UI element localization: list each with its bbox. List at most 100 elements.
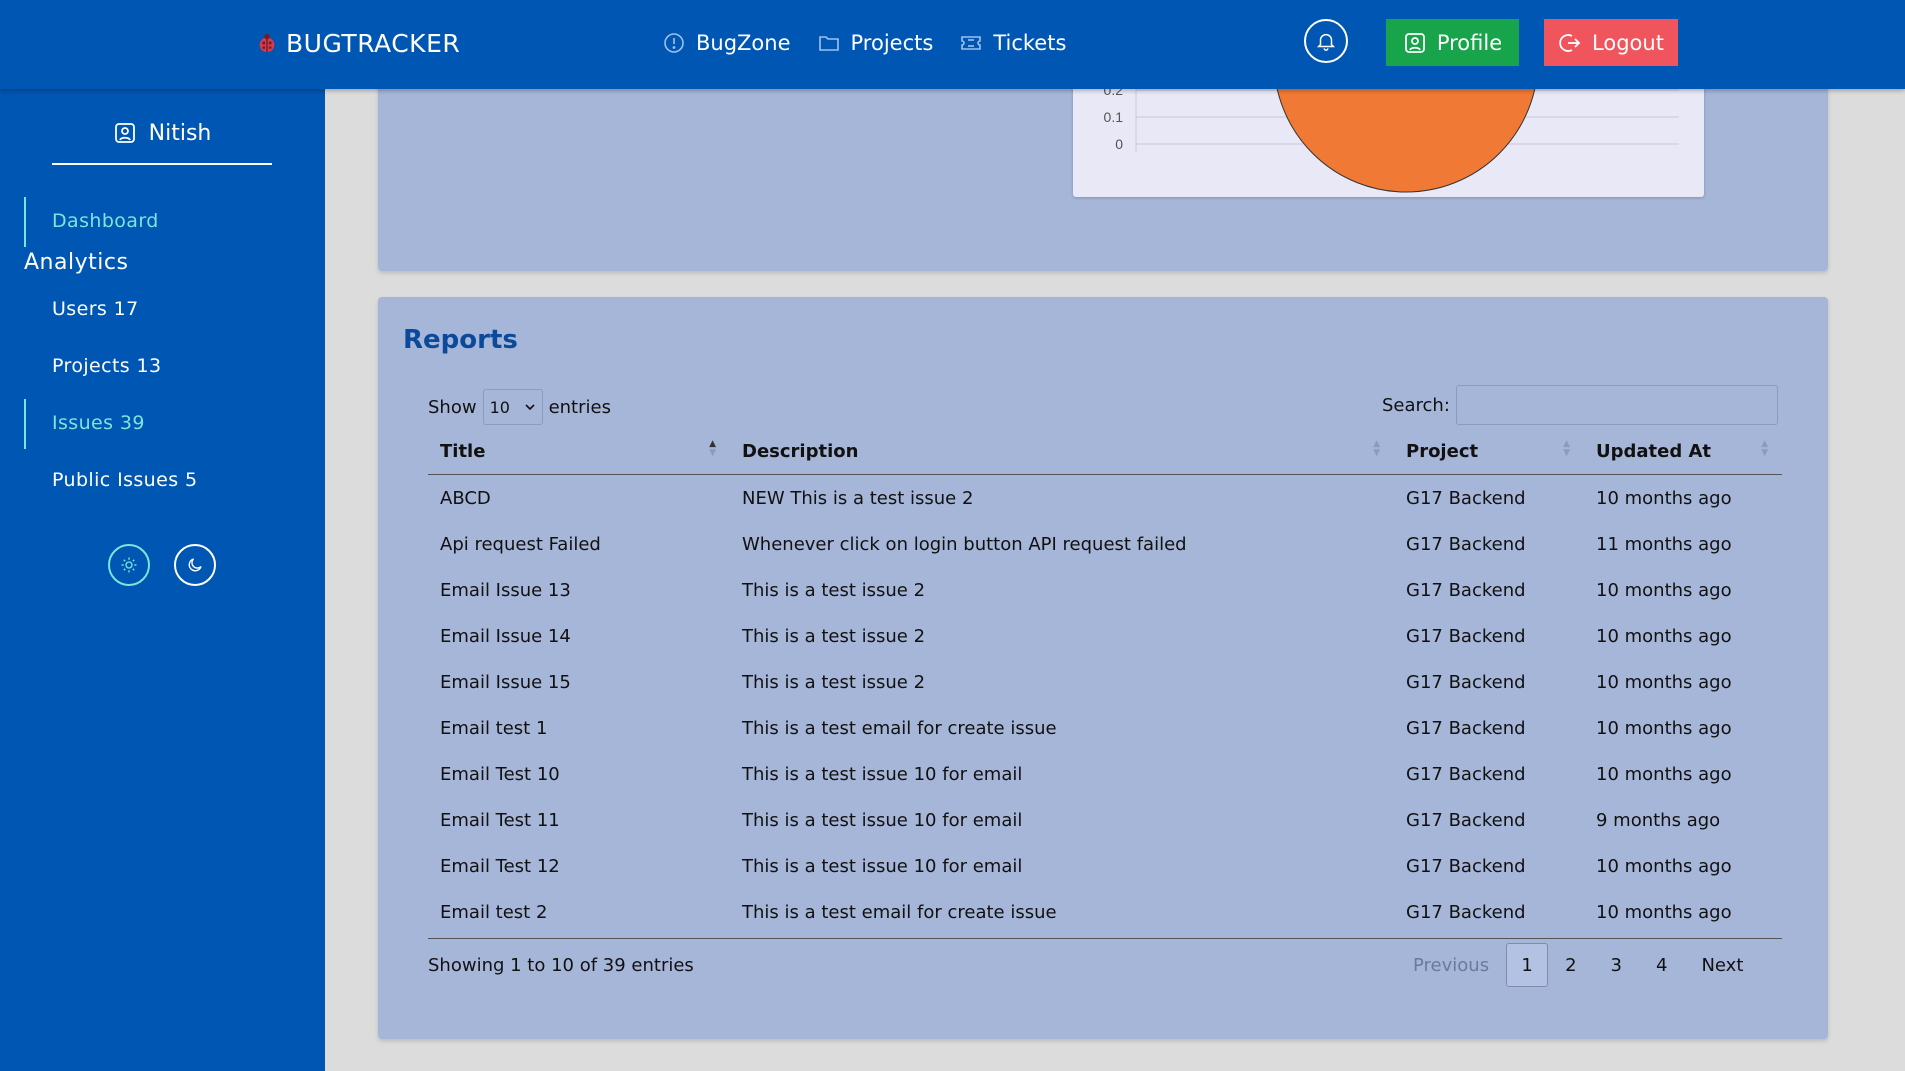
- table-body: ABCD NEW This is a test issue 2 G17 Backen…: [428, 475, 1782, 936]
- folder-icon: [818, 36, 839, 51]
- column-label: Title: [440, 440, 486, 462]
- table-row[interactable]: Email Issue 14 This is a test issue 2 G17 …: [428, 613, 1782, 659]
- brand[interactable]: BUGTRACKER: [256, 26, 460, 60]
- ticket-icon: [961, 36, 982, 50]
- cell-title: Email Test 12: [440, 855, 560, 877]
- y-tick-label: 0: [1115, 136, 1123, 152]
- scrollbar[interactable]: [1890, 89, 1905, 1071]
- chevron-down-icon: [525, 404, 535, 411]
- sort-icon: ▲ ▼: [1761, 439, 1768, 458]
- cell-description: This is a test issue 10 for email: [742, 855, 1023, 877]
- pie-slice: [1273, 60, 1539, 193]
- cell-project: G17 Backend: [1406, 901, 1526, 923]
- sidebar-item-projects[interactable]: Projects 13: [52, 355, 162, 377]
- table-header-row: Title ▲ ▼ Description ▲ ▼ Project ▲ ▼ Updat…: [428, 428, 1782, 475]
- search-input[interactable]: [1455, 385, 1778, 425]
- cell-title: Email Issue 15: [440, 671, 571, 693]
- cell-project: G17 Backend: [1406, 763, 1526, 785]
- column-header-project[interactable]: Project ▲ ▼: [1394, 428, 1584, 475]
- sidebar-item-issues[interactable]: Issues 39: [52, 412, 145, 434]
- cell-title: Email test 1: [440, 717, 548, 739]
- page-size-select[interactable]: 10: [482, 389, 543, 425]
- sort-icon: ▲ ▼: [709, 439, 716, 458]
- cell-updated-at: 9 months ago: [1596, 809, 1721, 831]
- user-name: Nitish: [148, 121, 212, 146]
- top-navbar: BUGTRACKER BugZone Projects Tickets: [0, 0, 1905, 89]
- sidebar-user[interactable]: Nitish: [52, 121, 272, 165]
- user-square-icon: [1404, 32, 1425, 53]
- column-header-description[interactable]: Description ▲ ▼: [730, 428, 1394, 475]
- user-square-icon: [114, 123, 135, 143]
- table-row[interactable]: Email Test 12 This is a test issue 10 for…: [428, 843, 1782, 889]
- column-label: Description: [742, 440, 859, 462]
- table-row[interactable]: ABCD NEW This is a test issue 2 G17 Backen…: [428, 475, 1782, 522]
- nav-links: BugZone Projects Tickets: [662, 26, 1066, 60]
- table-row[interactable]: Email test 1 This is a test email for cre…: [428, 705, 1782, 751]
- page-size-value: 10: [489, 397, 510, 417]
- sidebar-item-dashboard[interactable]: Dashboard: [52, 210, 159, 232]
- cell-project: G17 Backend: [1406, 717, 1526, 739]
- logout-button[interactable]: Logout: [1544, 19, 1678, 66]
- y-tick-label: 0.1: [1104, 109, 1124, 125]
- cell-project: G17 Backend: [1406, 855, 1526, 877]
- sidebar: Nitish Dashboard Analytics Users 17 Proj…: [0, 89, 325, 1071]
- cell-project: G17 Backend: [1406, 809, 1526, 831]
- column-label: Updated At: [1596, 440, 1712, 462]
- nav-link-bugzone[interactable]: BugZone: [662, 31, 791, 55]
- cell-updated-at: 10 months ago: [1596, 763, 1732, 785]
- cell-updated-at: 11 months ago: [1596, 533, 1732, 555]
- profile-label: Profile: [1436, 30, 1503, 55]
- sun-icon: [121, 557, 137, 573]
- nav-link-projects[interactable]: Projects: [817, 31, 934, 55]
- cell-updated-at: 10 months ago: [1596, 717, 1732, 739]
- brand-name: BUGTRACKER: [286, 28, 461, 58]
- cell-description: Whenever click on login button API reque…: [742, 533, 1187, 555]
- cell-updated-at: 10 months ago: [1596, 579, 1732, 601]
- page-button-2[interactable]: 2: [1565, 954, 1577, 976]
- dark-theme-button[interactable]: [174, 544, 216, 586]
- cell-project: G17 Backend: [1406, 671, 1526, 693]
- nav-link-tickets[interactable]: Tickets: [959, 31, 1066, 55]
- cell-title: Email Test 11: [440, 809, 560, 831]
- sidebar-item-users[interactable]: Users 17: [52, 298, 139, 320]
- table-row[interactable]: Email Issue 15 This is a test issue 2 G17 …: [428, 659, 1782, 705]
- cell-project: G17 Backend: [1406, 579, 1526, 601]
- nav-link-label: BugZone: [696, 31, 791, 55]
- page-button-4[interactable]: 4: [1655, 954, 1668, 976]
- light-theme-button[interactable]: [108, 544, 150, 586]
- column-header-title[interactable]: Title ▲ ▼: [428, 428, 730, 475]
- logout-icon: [1559, 33, 1581, 52]
- column-header-updated-at[interactable]: Updated At ▲ ▼: [1584, 428, 1782, 475]
- show-entries: Show 10 entries: [428, 389, 611, 425]
- cell-updated-at: 10 months ago: [1596, 671, 1732, 693]
- table-row[interactable]: Api request Failed Whenever click on logi…: [428, 521, 1782, 567]
- pagination: Previous 1 2 3 4 Next: [1396, 943, 1760, 987]
- cell-description: This is a test email for create issue: [742, 717, 1057, 739]
- cell-description: This is a test issue 2: [742, 625, 926, 647]
- table-row[interactable]: Email test 2 This is a test email for cre…: [428, 889, 1782, 935]
- previous-page-button[interactable]: Previous: [1413, 954, 1490, 976]
- reports-card: Reports Show 10 entries Search: Title ▲ ▼…: [378, 297, 1828, 1039]
- sidebar-item-public-issues[interactable]: Public Issues 5: [52, 469, 198, 491]
- cell-description: This is a test issue 2: [742, 671, 926, 693]
- table-row[interactable]: Email Issue 13 This is a test issue 2 G17 …: [428, 567, 1782, 613]
- cell-title: Email test 2: [440, 901, 548, 923]
- active-indicator: [24, 197, 26, 247]
- next-page-button[interactable]: Next: [1701, 954, 1744, 976]
- entries-label: entries: [548, 396, 611, 418]
- page-button-1[interactable]: 1: [1506, 943, 1549, 987]
- profile-button[interactable]: Profile: [1386, 19, 1519, 66]
- cell-description: This is a test email for create issue: [742, 901, 1057, 923]
- table-divider: [428, 938, 1782, 939]
- cell-description: This is a test issue 10 for email: [742, 809, 1023, 831]
- search: Search:: [1382, 385, 1778, 425]
- nav-link-label: Projects: [850, 31, 934, 55]
- page-button-3[interactable]: 3: [1610, 954, 1622, 976]
- notifications-button[interactable]: [1304, 19, 1348, 63]
- cell-title: Email Test 10: [440, 763, 560, 785]
- table-row[interactable]: Email Test 11 This is a test issue 10 for…: [428, 797, 1782, 843]
- chart-svg: 0.20.10: [1104, 60, 1679, 193]
- nav-link-label: Tickets: [993, 31, 1067, 55]
- table-row[interactable]: Email Test 10 This is a test issue 10 for…: [428, 751, 1782, 797]
- active-indicator: [24, 399, 26, 449]
